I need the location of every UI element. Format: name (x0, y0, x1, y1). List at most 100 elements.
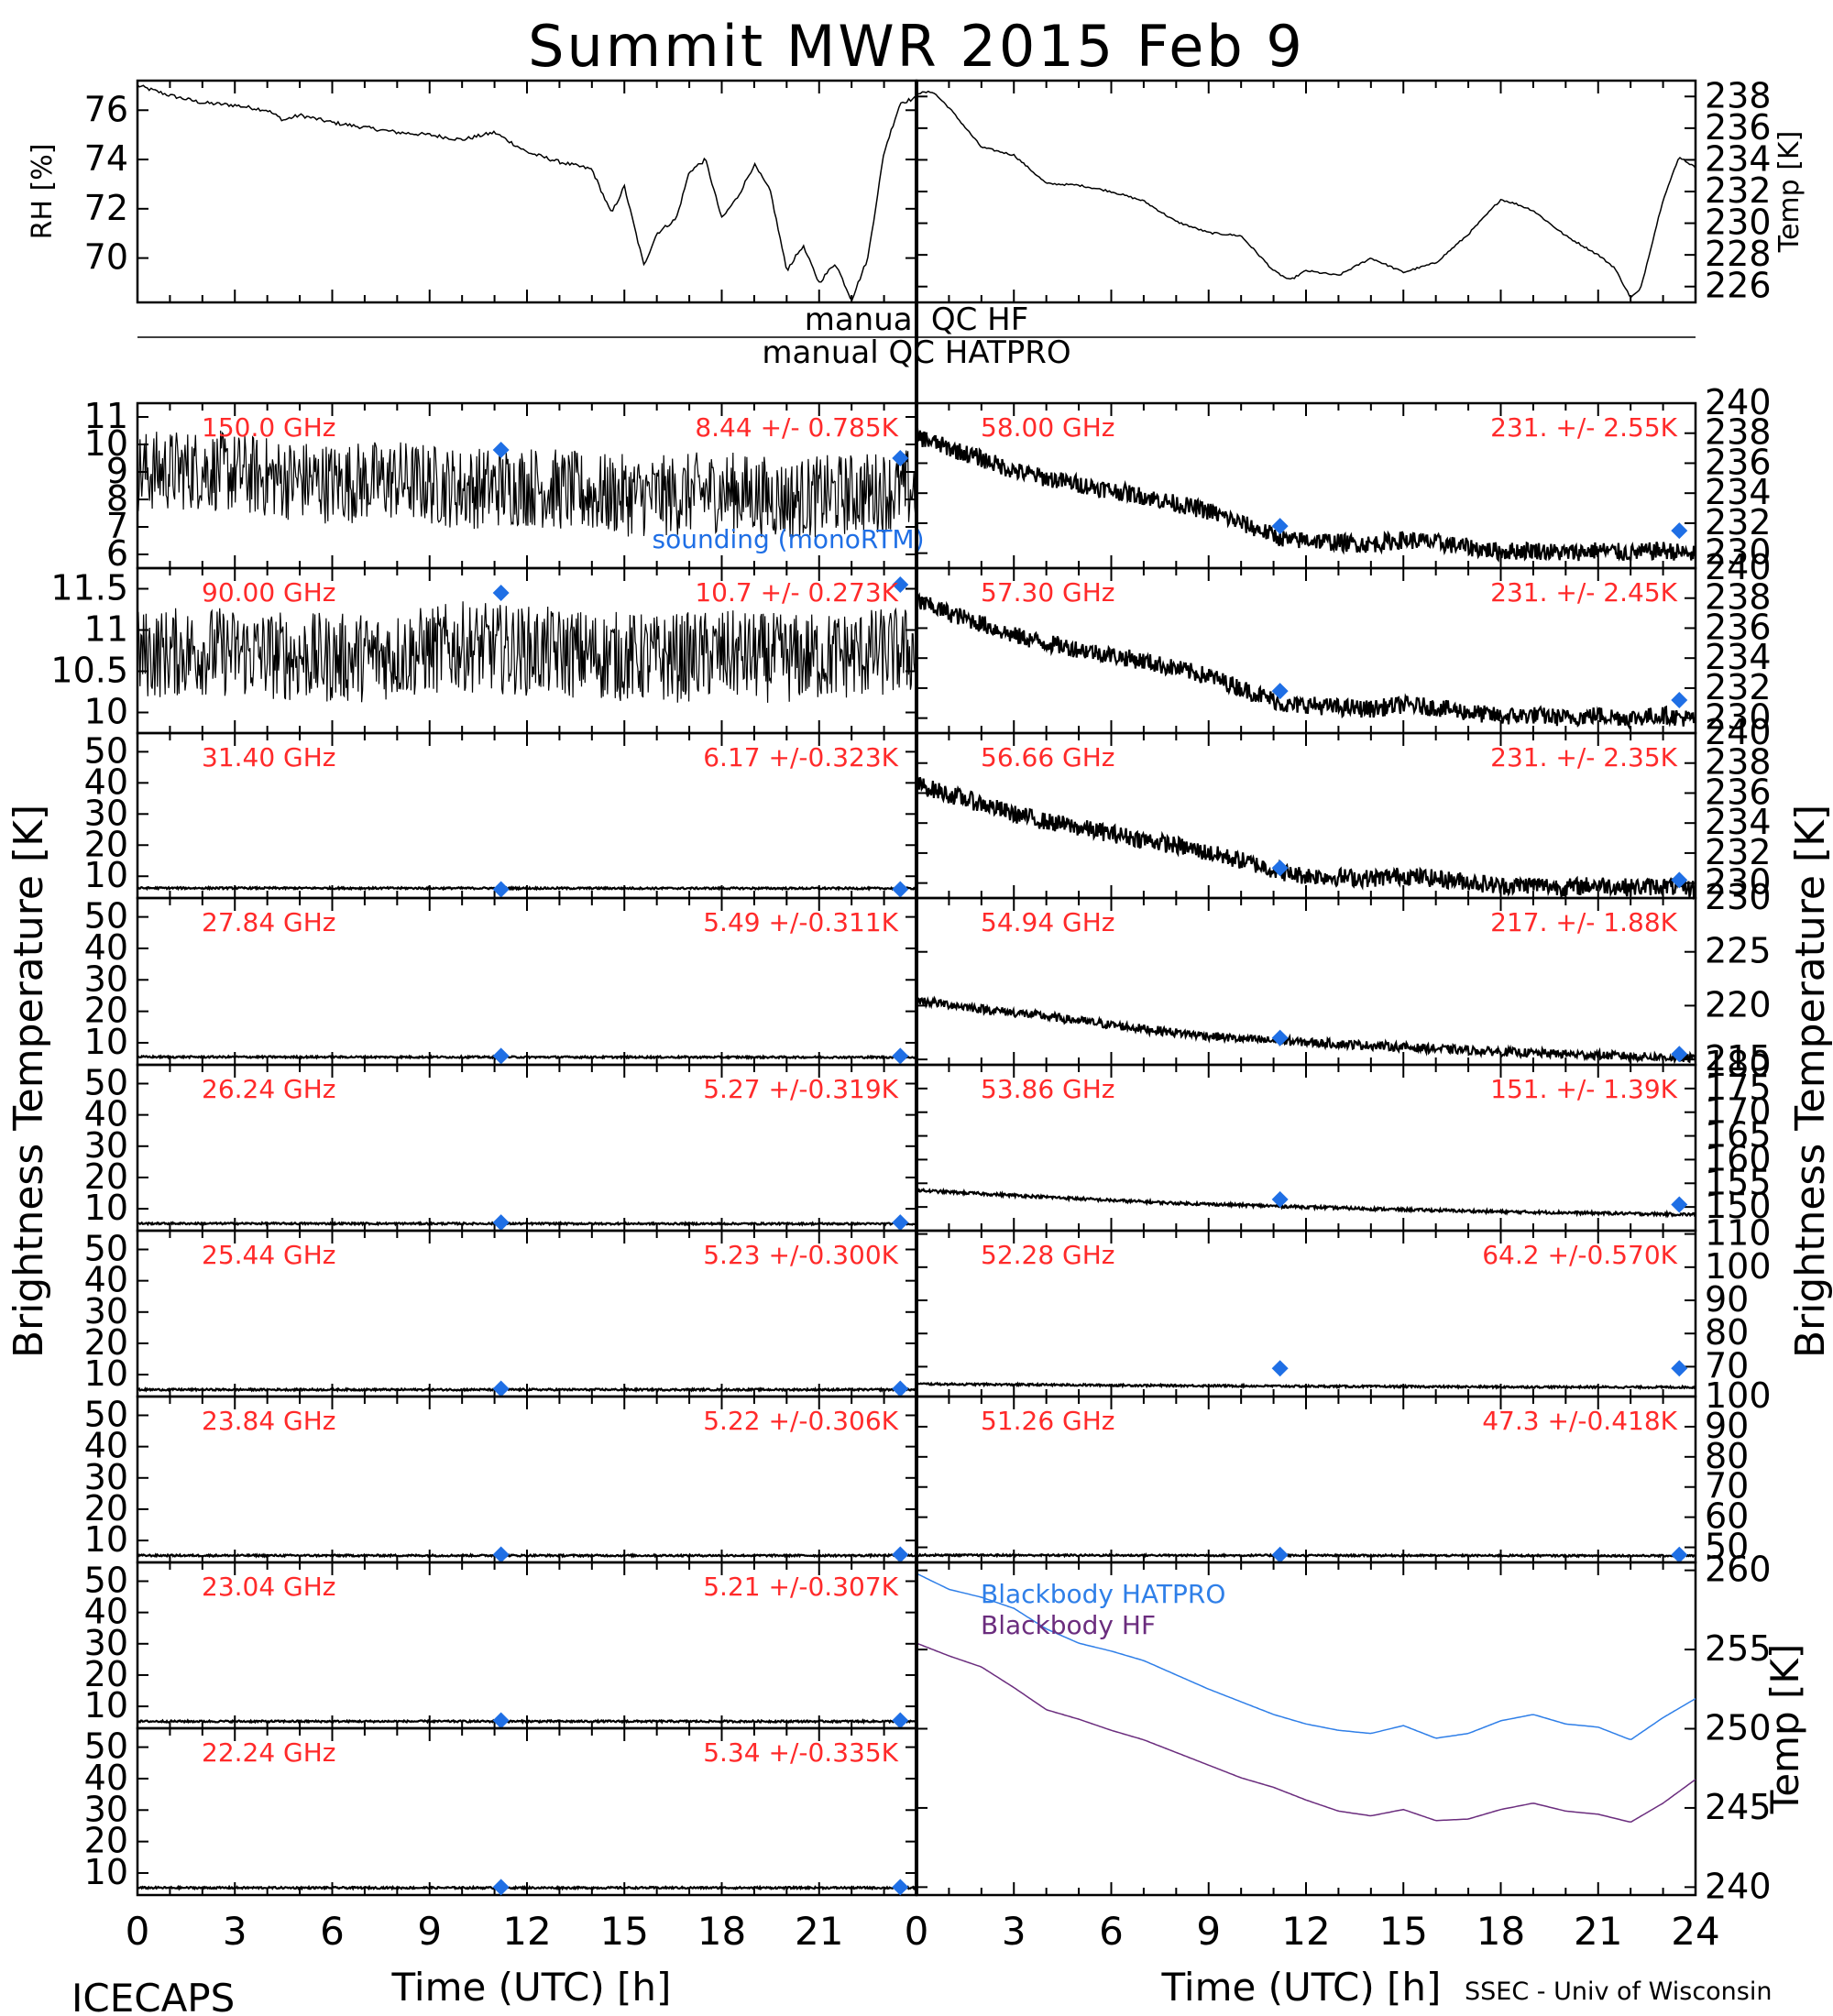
channel-label: 57.30 GHz (981, 577, 1115, 608)
y-tick-label: 10 (84, 1188, 128, 1228)
y-tick-label: 175 (1705, 1068, 1772, 1108)
y-tick-label: 232 (1705, 667, 1772, 707)
y-tick-label: 240 (1705, 547, 1772, 587)
sounding-marker (492, 1712, 510, 1729)
sounding-marker (1271, 518, 1289, 535)
y-tick-label: 236 (1705, 442, 1772, 482)
y-tick-label: 60 (1705, 1496, 1749, 1537)
y-tick-label: 215 (1705, 1038, 1772, 1079)
y-tick-label: 20 (84, 1156, 128, 1197)
x-tick-label: 21 (1574, 1909, 1622, 1954)
sounding-marker (1671, 1360, 1688, 1377)
series-line (915, 427, 1697, 563)
y-tick-label: 10 (84, 1852, 128, 1892)
y-tick-label: 110 (1705, 1213, 1772, 1254)
y-tick-label: 11 (84, 609, 128, 650)
y-tick-label: 50 (84, 1394, 128, 1434)
y-tick-label: 230 (1705, 532, 1772, 573)
y-tick-label: 10 (84, 692, 128, 732)
y-tick-label: 232 (1705, 502, 1772, 542)
x-tick-label: 3 (223, 1909, 247, 1954)
y-tick-label: 10 (84, 1519, 128, 1560)
sounding-marker (492, 1380, 510, 1397)
sounding-marker (892, 1546, 909, 1563)
sounding-marker (1671, 871, 1688, 889)
y-tick-label: 155 (1705, 1162, 1772, 1202)
sounding-marker (1671, 1546, 1688, 1563)
sounding-marker (1671, 692, 1688, 708)
y-tick-label: 240 (1705, 382, 1772, 422)
y-tick-label: 240 (1705, 712, 1772, 752)
y-tick-label: 234 (1705, 637, 1772, 677)
y-tick-label: 90 (1705, 1279, 1749, 1320)
y-tick-label: 236 (1705, 107, 1772, 148)
channel-stat: 5.27 +/-0.319K (703, 1074, 898, 1104)
channel-stat: 231. +/- 2.45K (1490, 577, 1677, 608)
y-tick-label: 80 (1705, 1312, 1749, 1353)
y-tick-label: 80 (1705, 1436, 1749, 1476)
y-tick-label: 50 (84, 730, 128, 771)
channel-label: 53.86 GHz (981, 1074, 1115, 1104)
y-tick-label: 30 (84, 1125, 128, 1166)
y-tick-label: 11.5 (50, 568, 128, 608)
channel-label: 51.26 GHz (981, 1406, 1115, 1436)
y-tick-label: 50 (1705, 1527, 1749, 1567)
channel-label: 22.24 GHz (202, 1737, 336, 1768)
y-tick-label: 70 (84, 237, 128, 278)
y-tick-label: 232 (1705, 832, 1772, 872)
series-line (915, 995, 1697, 1065)
x-tick-label: 18 (697, 1909, 746, 1954)
y-tick-label: 234 (1705, 472, 1772, 512)
channel-stat: 5.22 +/-0.306K (703, 1406, 898, 1436)
y-tick-label: 20 (84, 1654, 128, 1694)
channel-stat: 151. +/- 1.39K (1490, 1074, 1677, 1104)
y-tick-label: 20 (84, 1322, 128, 1363)
channel-label: 23.04 GHz (202, 1572, 336, 1602)
sounding-marker (892, 1879, 909, 1896)
y-tick-label: 165 (1705, 1115, 1772, 1156)
y-tick-label: 10 (84, 1353, 128, 1394)
series-blackbody-hf (916, 1642, 1696, 1823)
series-blackbody-hatpro (916, 1572, 1696, 1740)
y-tick-label: 180 (1705, 1044, 1772, 1084)
y-tick-label: 220 (1705, 984, 1772, 1024)
x-tick-label: 15 (1379, 1909, 1428, 1954)
y-tick-label: 30 (84, 1291, 128, 1331)
y-tick-label: 100 (1705, 1246, 1772, 1287)
y-tick-label: 8 (106, 478, 128, 519)
x-tick-label: 0 (905, 1909, 929, 1954)
y-tick-label: 40 (84, 761, 128, 802)
series-line (916, 90, 1696, 299)
y-tick-label: 20 (84, 991, 128, 1031)
channel-stat: 5.21 +/-0.307K (703, 1572, 898, 1602)
channel-label: 27.84 GHz (202, 907, 336, 937)
y-tick-label: 150 (1705, 1186, 1772, 1226)
channel-label: 56.66 GHz (981, 742, 1115, 772)
sounding-marker (492, 585, 510, 601)
channel-label: 90.00 GHz (202, 577, 336, 608)
y-tick-label: 225 (1705, 931, 1772, 971)
x-tick-label: 6 (320, 1909, 345, 1954)
y-tick-label: 230 (1705, 877, 1772, 917)
y-tick-label: 50 (84, 1228, 128, 1268)
xlabel-right: Time (UTC) [h] (1161, 1965, 1442, 2010)
series-line (137, 1220, 917, 1227)
channel-label: 54.94 GHz (981, 907, 1115, 937)
channel-label: 31.40 GHz (202, 742, 336, 772)
sounding-marker (492, 442, 510, 458)
y-tick-label: 11 (84, 396, 128, 436)
sounding-marker (492, 1879, 510, 1896)
y-tick-label: 238 (1705, 742, 1772, 783)
series-line (916, 1552, 1696, 1559)
x-tick-label: 12 (502, 1909, 551, 1954)
x-tick-label: 0 (126, 1909, 150, 1954)
xlabel-left: Time (UTC) [h] (391, 1965, 672, 2010)
y-tick-label: 230 (1705, 862, 1772, 903)
channel-stat: 231. +/- 2.55K (1490, 412, 1677, 443)
ylabel-brightness-left: Brightness Temperature [K] (5, 805, 52, 1358)
